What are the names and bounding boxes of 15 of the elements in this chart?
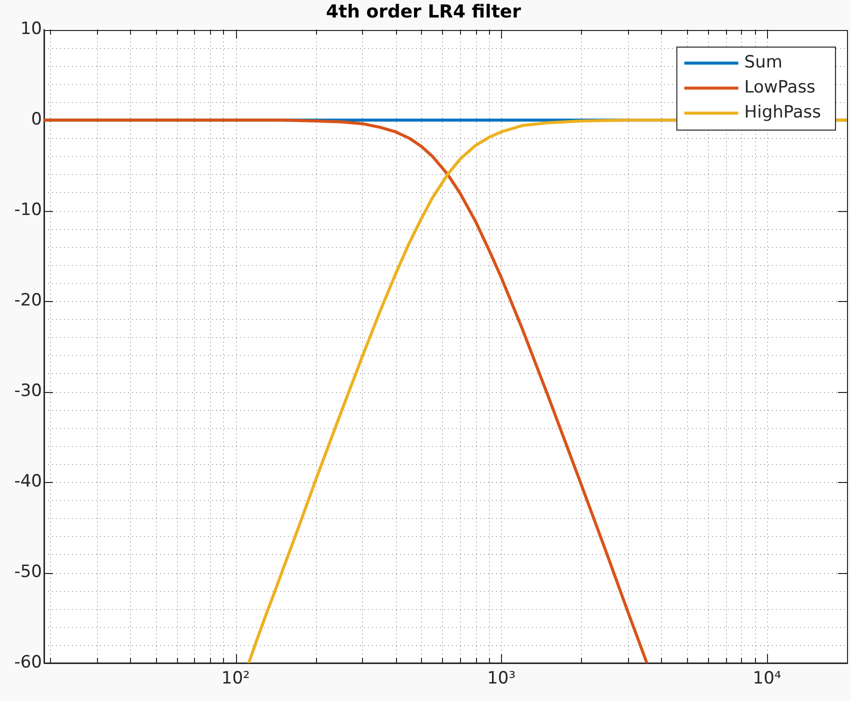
y-tick-label: -20 xyxy=(14,290,42,310)
y-tick-label: 0 xyxy=(31,110,42,130)
y-tick-label: -50 xyxy=(14,562,42,582)
y-tick-label: 10 xyxy=(20,19,42,40)
x-tick-label: 10³ xyxy=(487,668,516,689)
x-tick-label: 10² xyxy=(221,668,250,689)
chart-title: 4th order LR4 filter xyxy=(326,1,522,22)
legend-label: Sum xyxy=(744,52,782,73)
x-tick-label: 10⁴ xyxy=(752,668,782,689)
legend-label: LowPass xyxy=(744,78,816,98)
y-tick-label: -40 xyxy=(14,471,42,492)
y-tick-label: -30 xyxy=(14,380,42,401)
legend-label: HighPass xyxy=(744,102,822,123)
y-tick-label: -60 xyxy=(14,652,42,672)
y-tick-label: -10 xyxy=(14,200,42,220)
